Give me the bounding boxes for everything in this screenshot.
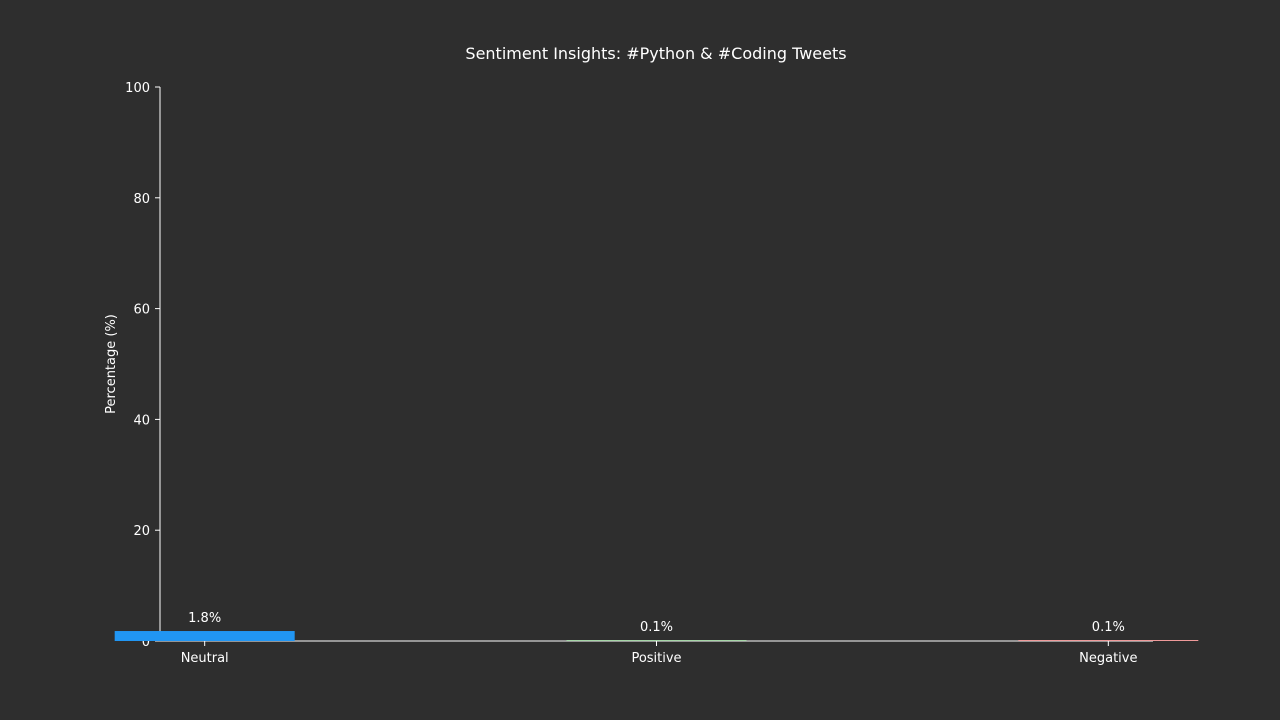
x-tick-label: Neutral	[181, 651, 229, 666]
x-tick-label: Positive	[631, 651, 681, 666]
x-ticks: Neutral Positive Negative	[181, 641, 1137, 666]
y-tick-label: 40	[133, 413, 150, 428]
bar-value-label: 1.8%	[188, 611, 221, 626]
y-tick-label: 80	[133, 192, 150, 207]
y-tick-label: 100	[125, 81, 150, 96]
bar-positive	[566, 640, 747, 641]
bar-value-label: 0.1%	[640, 620, 673, 635]
bar-value-label: 0.1%	[1092, 620, 1125, 635]
bar-neutral	[114, 631, 295, 641]
y-tick-label: 20	[133, 524, 150, 539]
y-ticks: 0 20 40 60 80 100	[125, 81, 160, 650]
y-tick-label: 0	[142, 635, 150, 650]
bars: 1.8% 0.1% 0.1%	[114, 611, 1199, 641]
x-tick-label: Negative	[1079, 651, 1137, 666]
chart-title: Sentiment Insights: #Python & #Coding Tw…	[465, 44, 846, 63]
bar-negative	[1018, 640, 1199, 641]
y-axis-label: Percentage (%)	[104, 314, 119, 414]
y-tick-label: 60	[133, 303, 150, 318]
